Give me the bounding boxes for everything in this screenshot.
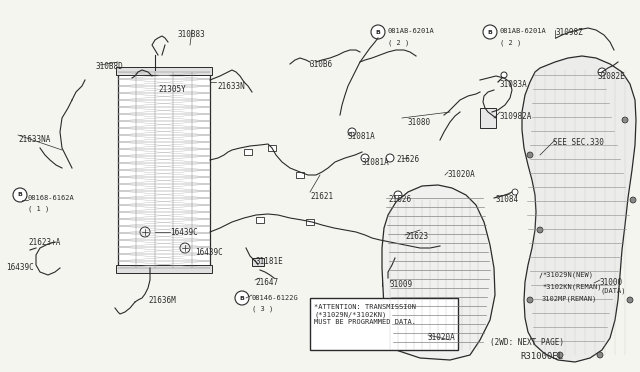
Circle shape — [537, 227, 543, 233]
Bar — [296, 172, 304, 178]
Circle shape — [483, 25, 497, 39]
Text: 310B6: 310B6 — [310, 60, 333, 69]
Text: 21623: 21623 — [405, 232, 428, 241]
Text: 31098Z: 31098Z — [555, 28, 583, 37]
Circle shape — [180, 243, 190, 253]
Text: *3102KN(REMAN): *3102KN(REMAN) — [542, 283, 602, 289]
Text: 21305Y: 21305Y — [158, 85, 186, 94]
Text: 31083A: 31083A — [500, 80, 528, 89]
Circle shape — [597, 352, 603, 358]
Circle shape — [501, 72, 507, 78]
Polygon shape — [522, 56, 636, 362]
Text: 31009: 31009 — [390, 280, 413, 289]
Text: 21636M: 21636M — [148, 296, 176, 305]
Circle shape — [371, 25, 385, 39]
Text: 31020A: 31020A — [448, 170, 476, 179]
Text: B: B — [488, 29, 492, 35]
Text: 21626: 21626 — [388, 195, 411, 204]
Text: 31081A: 31081A — [348, 132, 376, 141]
Text: *31029N(NEW): *31029N(NEW) — [542, 271, 593, 278]
Text: SEE SEC.330: SEE SEC.330 — [553, 138, 604, 147]
Text: ( 1 ): ( 1 ) — [28, 206, 49, 212]
Bar — [116, 67, 212, 75]
Text: B: B — [376, 29, 380, 35]
Circle shape — [598, 68, 606, 76]
Text: (DATA): (DATA) — [600, 288, 625, 295]
Circle shape — [394, 191, 402, 199]
Circle shape — [512, 189, 518, 195]
Bar — [268, 145, 276, 151]
Text: 310B83: 310B83 — [178, 30, 205, 39]
Text: (2WD: NEXT PAGE): (2WD: NEXT PAGE) — [490, 338, 564, 347]
Text: 31082E: 31082E — [598, 72, 626, 81]
Text: 31081A: 31081A — [362, 158, 390, 167]
Text: 3102MP(REMAN): 3102MP(REMAN) — [542, 295, 597, 301]
Text: *ATTENTION: TRANSMISSION
(*31029N/*3102KN)
MUST BE PROGRAMMED DATA.: *ATTENTION: TRANSMISSION (*31029N/*3102K… — [314, 304, 416, 324]
Text: 16439C: 16439C — [170, 228, 198, 237]
Bar — [252, 258, 264, 266]
Text: B: B — [17, 192, 22, 198]
Bar — [116, 265, 212, 273]
Text: R31000EL: R31000EL — [520, 352, 563, 361]
Bar — [382, 278, 394, 286]
Bar — [310, 298, 458, 350]
Text: 21647: 21647 — [255, 278, 278, 287]
Text: 21623+A: 21623+A — [28, 238, 60, 247]
Circle shape — [386, 154, 394, 162]
Text: 21621: 21621 — [310, 192, 333, 201]
Bar — [306, 219, 314, 225]
Circle shape — [140, 227, 150, 237]
Text: ( 2 ): ( 2 ) — [388, 39, 409, 45]
Text: 31080: 31080 — [408, 118, 431, 127]
Text: B: B — [239, 295, 244, 301]
Text: ( 3 ): ( 3 ) — [252, 306, 273, 312]
Circle shape — [630, 197, 636, 203]
Text: 31181E: 31181E — [255, 257, 283, 266]
Text: 21626: 21626 — [396, 155, 419, 164]
Text: 081AB-6201A: 081AB-6201A — [500, 28, 547, 34]
Circle shape — [13, 188, 27, 202]
Circle shape — [527, 152, 533, 158]
Text: 310982A: 310982A — [500, 112, 532, 121]
Text: ( 2 ): ( 2 ) — [500, 39, 521, 45]
Circle shape — [235, 291, 249, 305]
Text: 310B8D: 310B8D — [95, 62, 123, 71]
Text: 16439C: 16439C — [195, 248, 223, 257]
Bar — [244, 149, 252, 155]
Circle shape — [527, 297, 533, 303]
Polygon shape — [382, 185, 495, 360]
Circle shape — [557, 352, 563, 358]
Bar — [256, 217, 264, 223]
Circle shape — [361, 154, 369, 162]
Circle shape — [627, 297, 633, 303]
Text: 21633N: 21633N — [217, 82, 244, 91]
Circle shape — [622, 117, 628, 123]
Bar — [118, 72, 210, 268]
Bar — [480, 108, 496, 128]
Text: 16439C: 16439C — [6, 263, 34, 272]
Text: 31084: 31084 — [496, 195, 519, 204]
Text: 31000: 31000 — [600, 278, 623, 287]
Text: 08168-6162A: 08168-6162A — [28, 195, 75, 201]
Text: 31020A: 31020A — [428, 333, 456, 342]
Text: 081AB-6201A: 081AB-6201A — [388, 28, 435, 34]
Text: 21633NA: 21633NA — [18, 135, 51, 144]
Text: 08146-6122G: 08146-6122G — [252, 295, 299, 301]
Circle shape — [348, 128, 356, 136]
